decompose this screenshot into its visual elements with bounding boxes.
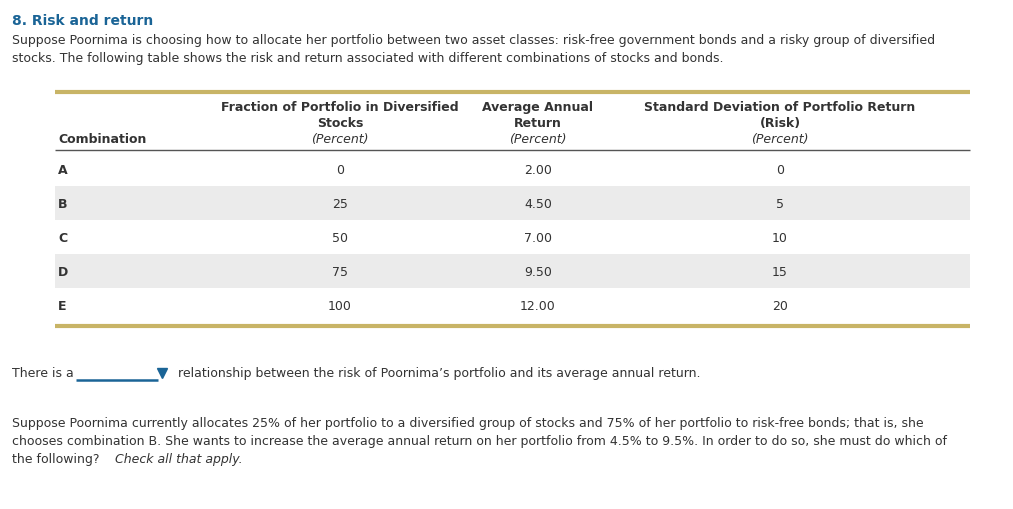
Text: Suppose Poornima is choosing how to allocate her portfolio between two asset cla: Suppose Poornima is choosing how to allo…	[12, 34, 935, 47]
Text: A: A	[58, 163, 68, 176]
Text: 10: 10	[772, 231, 788, 244]
Bar	[55, 289, 970, 322]
Text: stocks. The following table shows the risk and return associated with different : stocks. The following table shows the ri…	[12, 52, 723, 65]
Text: Standard Deviation of Portfolio Return: Standard Deviation of Portfolio Return	[644, 101, 916, 114]
Text: E: E	[58, 299, 67, 312]
Text: (Percent): (Percent)	[510, 133, 566, 146]
Text: (Risk): (Risk)	[760, 117, 800, 130]
Text: 0: 0	[776, 163, 784, 176]
Bar	[55, 220, 970, 254]
Text: There is a: There is a	[12, 366, 74, 379]
Text: Combination: Combination	[58, 133, 146, 146]
Text: Check all that apply.: Check all that apply.	[115, 452, 243, 465]
Text: 9.50: 9.50	[524, 265, 552, 278]
Text: relationship between the risk of Poornima’s portfolio and its average annual ret: relationship between the risk of Poornim…	[178, 366, 701, 379]
Text: D: D	[58, 265, 68, 278]
Text: C: C	[58, 231, 67, 244]
Bar	[55, 254, 970, 289]
Text: 20: 20	[772, 299, 788, 312]
Text: 7.00: 7.00	[524, 231, 552, 244]
Text: Stocks: Stocks	[317, 117, 364, 130]
Text: Suppose Poornima currently allocates 25% of her portfolio to a diversified group: Suppose Poornima currently allocates 25%…	[12, 416, 924, 429]
Bar	[55, 187, 970, 220]
Text: 8. Risk and return: 8. Risk and return	[12, 14, 153, 28]
Text: 5: 5	[776, 197, 784, 210]
Text: B: B	[58, 197, 68, 210]
Text: 25: 25	[332, 197, 347, 210]
Text: 4.50: 4.50	[524, 197, 552, 210]
Text: 75: 75	[332, 265, 348, 278]
Bar	[55, 153, 970, 187]
Text: the following?: the following?	[12, 452, 99, 465]
Text: 15: 15	[772, 265, 788, 278]
Text: Fraction of Portfolio in Diversified: Fraction of Portfolio in Diversified	[221, 101, 459, 114]
Text: 12.00: 12.00	[520, 299, 556, 312]
Text: (Percent): (Percent)	[311, 133, 369, 146]
Text: Return: Return	[514, 117, 562, 130]
Text: 50: 50	[332, 231, 348, 244]
Text: chooses combination B. She wants to increase the average annual return on her po: chooses combination B. She wants to incr…	[12, 434, 947, 447]
Text: (Percent): (Percent)	[752, 133, 808, 146]
Text: 0: 0	[336, 163, 344, 176]
Text: Average Annual: Average Annual	[482, 101, 594, 114]
Text: 100: 100	[328, 299, 352, 312]
Text: 2.00: 2.00	[524, 163, 552, 176]
